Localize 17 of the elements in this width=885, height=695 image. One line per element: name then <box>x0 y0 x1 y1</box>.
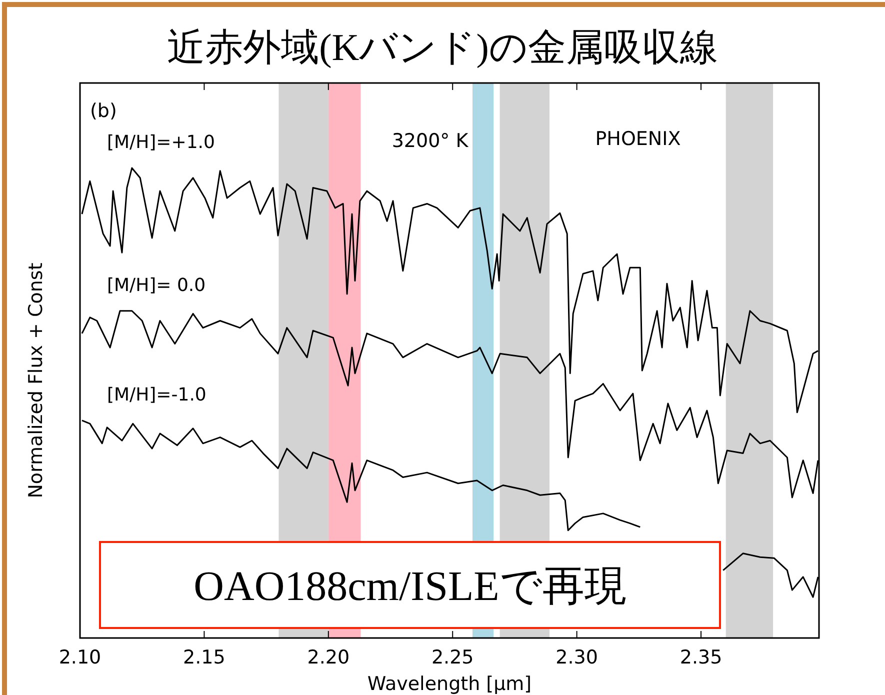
chart-title: 近赤外域(Kバンド)の金属吸収線 <box>167 27 718 69</box>
text-box: OAO188cm/ISLEで再現 <box>99 541 721 629</box>
x-tick-label: 2.25 <box>431 646 474 668</box>
x-tick-label: 2.30 <box>556 646 598 668</box>
annotation: OAO188cm/ISLEで再現 <box>194 564 626 610</box>
x-tick-label: 2.35 <box>680 646 722 668</box>
series-label: [M/H]= 0.0 <box>107 274 206 296</box>
x-tick-label: 2.10 <box>58 646 102 668</box>
text: (b) <box>90 100 117 122</box>
text: 3200° K <box>392 130 469 152</box>
text: PHOENIX <box>595 128 681 150</box>
x-tick-label: 2.20 <box>307 646 350 668</box>
x-tick-label: 2.15 <box>183 646 226 668</box>
x-axis-title: Wavelength [μm] <box>367 673 532 695</box>
series-label: [M/H]=-1.0 <box>107 384 206 406</box>
series-label: [M/H]=+1.0 <box>107 132 215 153</box>
y-axis-title: Normalized Flux + Const <box>25 262 47 498</box>
